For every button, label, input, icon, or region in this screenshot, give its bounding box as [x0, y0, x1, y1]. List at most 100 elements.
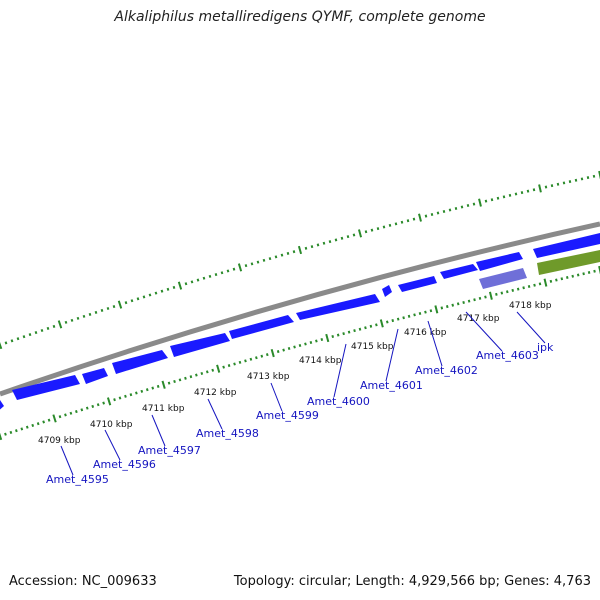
tick-mark	[394, 222, 398, 226]
gene-label-amet-4595[interactable]: Amet_4595	[46, 473, 109, 486]
leader-line	[270, 382, 283, 412]
tick-mark	[385, 320, 389, 324]
gene-arrow[interactable]	[296, 294, 380, 320]
rna-gene-arrow[interactable]	[537, 250, 600, 275]
genome-title: Alkaliphilus metalliredigens QYMF, compl…	[114, 9, 486, 25]
gene-label-ipk[interactable]: ipk	[537, 341, 554, 354]
gene-label-amet-4597[interactable]: Amet_4597	[138, 444, 201, 457]
gene-label-amet-4601[interactable]: Amet_4601	[360, 379, 423, 392]
tick-mark	[292, 250, 296, 254]
inner-tick-ring	[0, 265, 600, 441]
tick-mark	[484, 199, 488, 203]
tick-mark	[340, 236, 344, 240]
tick-mark	[160, 289, 164, 293]
tick-mark	[47, 418, 51, 422]
tick-mark	[208, 274, 212, 278]
tick-mark	[478, 296, 482, 300]
tick-mark	[216, 364, 221, 373]
tick-mark	[232, 267, 236, 271]
tick-mark	[436, 211, 440, 215]
gene-arrow-reverse[interactable]	[479, 268, 527, 289]
tick-mark	[214, 273, 218, 277]
tick-mark	[233, 362, 236, 366]
tick-mark	[574, 178, 578, 182]
tick-mark	[331, 335, 335, 339]
tick-mark	[472, 202, 476, 206]
tick-mark	[178, 378, 182, 382]
gene-label-amet-4602[interactable]: Amet_4602	[415, 364, 478, 377]
gene-arrow[interactable]	[82, 368, 108, 384]
tick-mark	[113, 398, 116, 402]
tick-mark	[467, 299, 471, 303]
tick-mark	[286, 251, 290, 255]
tick-mark	[10, 339, 14, 343]
kbp-label: 4718 kbp	[509, 301, 552, 311]
tick-mark	[396, 317, 400, 321]
tick-mark	[136, 297, 140, 301]
tick-mark	[484, 295, 487, 299]
leader-line	[60, 445, 74, 476]
tick-mark	[526, 189, 530, 193]
tick-mark	[255, 356, 258, 360]
gene-arrow[interactable]	[533, 233, 600, 258]
tick-mark	[309, 340, 313, 345]
tick-mark	[145, 388, 149, 392]
gene-arrow[interactable]	[398, 276, 437, 292]
tick-mark	[505, 290, 509, 294]
tick-mark	[310, 245, 314, 249]
leader-line	[207, 398, 223, 430]
gene-arrow[interactable]	[476, 252, 523, 271]
tick-mark	[456, 302, 460, 306]
tick-mark	[112, 304, 116, 309]
tick-mark	[256, 260, 260, 264]
tick-mark	[211, 368, 215, 372]
tick-mark	[88, 312, 92, 316]
kbp-label: 4710 kbp	[90, 420, 133, 430]
gene-label-amet-4598[interactable]: Amet_4598	[196, 427, 259, 440]
gene-arrow[interactable]	[12, 375, 80, 400]
tick-mark	[522, 286, 525, 290]
gene-arrow[interactable]	[0, 400, 4, 414]
tick-mark	[173, 379, 176, 384]
tick-mark	[586, 176, 590, 180]
gene-arrow[interactable]	[440, 264, 478, 279]
tick-mark	[250, 262, 254, 266]
tick-mark	[64, 320, 68, 324]
tick-mark	[287, 347, 291, 351]
tick-mark	[244, 264, 248, 268]
tick-mark	[462, 300, 465, 304]
tick-mark	[460, 205, 464, 209]
tick-mark	[490, 198, 494, 202]
tick-mark	[46, 326, 50, 331]
gene-label-amet-4600[interactable]: Amet_4600	[307, 395, 370, 408]
tick-mark	[94, 310, 98, 314]
tick-mark	[57, 320, 63, 329]
gene-arrow[interactable]	[170, 333, 230, 357]
tick-mark	[124, 394, 127, 398]
gene-arrow[interactable]	[112, 350, 168, 374]
tick-mark	[598, 170, 600, 180]
tick-mark	[102, 401, 105, 405]
tick-mark	[117, 300, 123, 309]
gene-arrow[interactable]	[382, 285, 392, 297]
tick-mark	[538, 184, 542, 193]
gene-label-amet-4603[interactable]: Amet_4603	[476, 349, 539, 362]
tick-mark	[388, 223, 392, 227]
tick-mark	[549, 279, 553, 283]
tick-mark	[322, 241, 326, 245]
gene-label-amet-4596[interactable]: Amet_4596	[93, 458, 156, 471]
tick-mark	[82, 314, 86, 318]
kbp-label: 4713 kbp	[247, 372, 290, 382]
tick-mark	[514, 192, 518, 196]
tick-mark	[500, 291, 504, 295]
gene-label-amet-4599[interactable]: Amet_4599	[256, 409, 319, 422]
tick-mark	[167, 381, 171, 385]
tick-mark	[488, 291, 493, 300]
tick-mark	[448, 208, 452, 212]
tick-mark	[4, 432, 7, 436]
tick-mark	[130, 299, 134, 303]
kbp-labels: 4709 kbp 4710 kbp 4711 kbp 4712 kbp 4713 kbp…	[38, 301, 552, 446]
gene-arrow[interactable]	[229, 315, 294, 339]
tick-mark	[352, 233, 356, 237]
tick-mark	[582, 272, 585, 276]
